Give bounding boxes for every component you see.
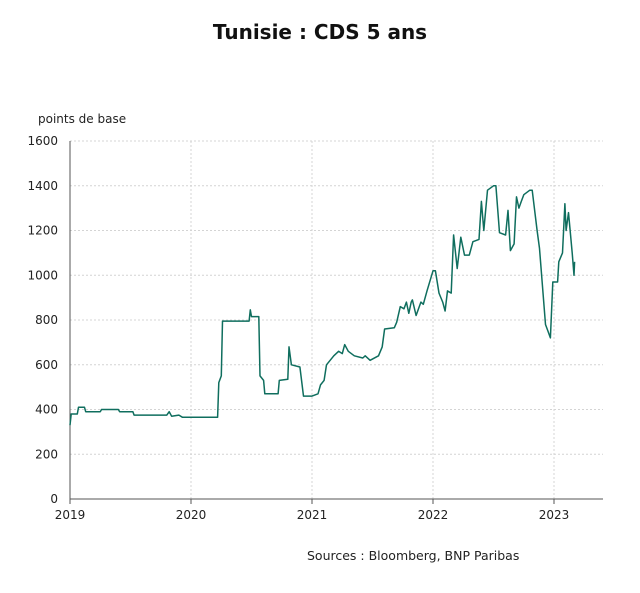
y-tick-label: 1600 xyxy=(27,134,58,148)
x-tick-label: 2019 xyxy=(55,508,86,522)
y-tick-label: 1000 xyxy=(27,268,58,282)
y-tick-label: 0 xyxy=(50,492,58,506)
y-tick-label: 800 xyxy=(35,313,58,327)
series-line-cds-5-ans xyxy=(69,185,576,426)
x-tick-label: 2022 xyxy=(418,508,449,522)
chart-title: Tunisie : CDS 5 ans xyxy=(212,20,428,44)
y-tick-label: 1200 xyxy=(27,224,58,238)
y-axis-label: points de base xyxy=(38,112,127,126)
x-tick-label: 2021 xyxy=(297,508,328,522)
y-tick-label: 1400 xyxy=(27,179,58,193)
x-tick-label: 2020 xyxy=(176,508,207,522)
y-tick-label: 400 xyxy=(35,403,58,417)
source-note: Sources : Bloomberg, BNP Paribas xyxy=(307,548,520,563)
y-tick-label: 200 xyxy=(35,447,58,461)
y-tick-label: 600 xyxy=(35,358,58,372)
x-tick-label: 2023 xyxy=(539,508,570,522)
